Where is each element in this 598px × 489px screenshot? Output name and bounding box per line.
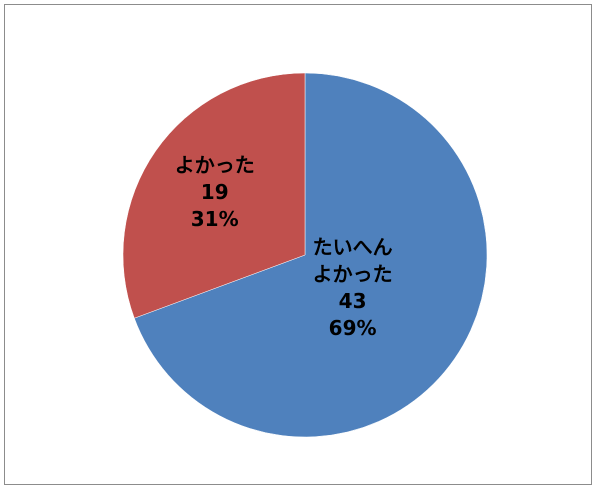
slice-label-name-line-2: よかった (312, 262, 393, 287)
slice-label-percent: 31% (190, 206, 239, 231)
slice-label-yokatta: よかった 19 31% (175, 152, 255, 233)
slice-label-value: 19 (200, 179, 229, 204)
slice-label-name: よかった (174, 152, 255, 177)
slice-label-taihen-yokatta: たいへん よかった 43 69% (313, 234, 393, 342)
slice-taihen-yokatta (134, 72, 488, 438)
chart-area: たいへん よかった 43 69% よかった 19 31% (4, 4, 592, 485)
slice-label-value: 43 (338, 289, 367, 314)
slice-label-name-line-1: たいへん (312, 235, 393, 260)
slice-label-percent: 69% (328, 316, 377, 341)
pie-chart (122, 72, 488, 438)
slice-yokatta (122, 72, 306, 319)
